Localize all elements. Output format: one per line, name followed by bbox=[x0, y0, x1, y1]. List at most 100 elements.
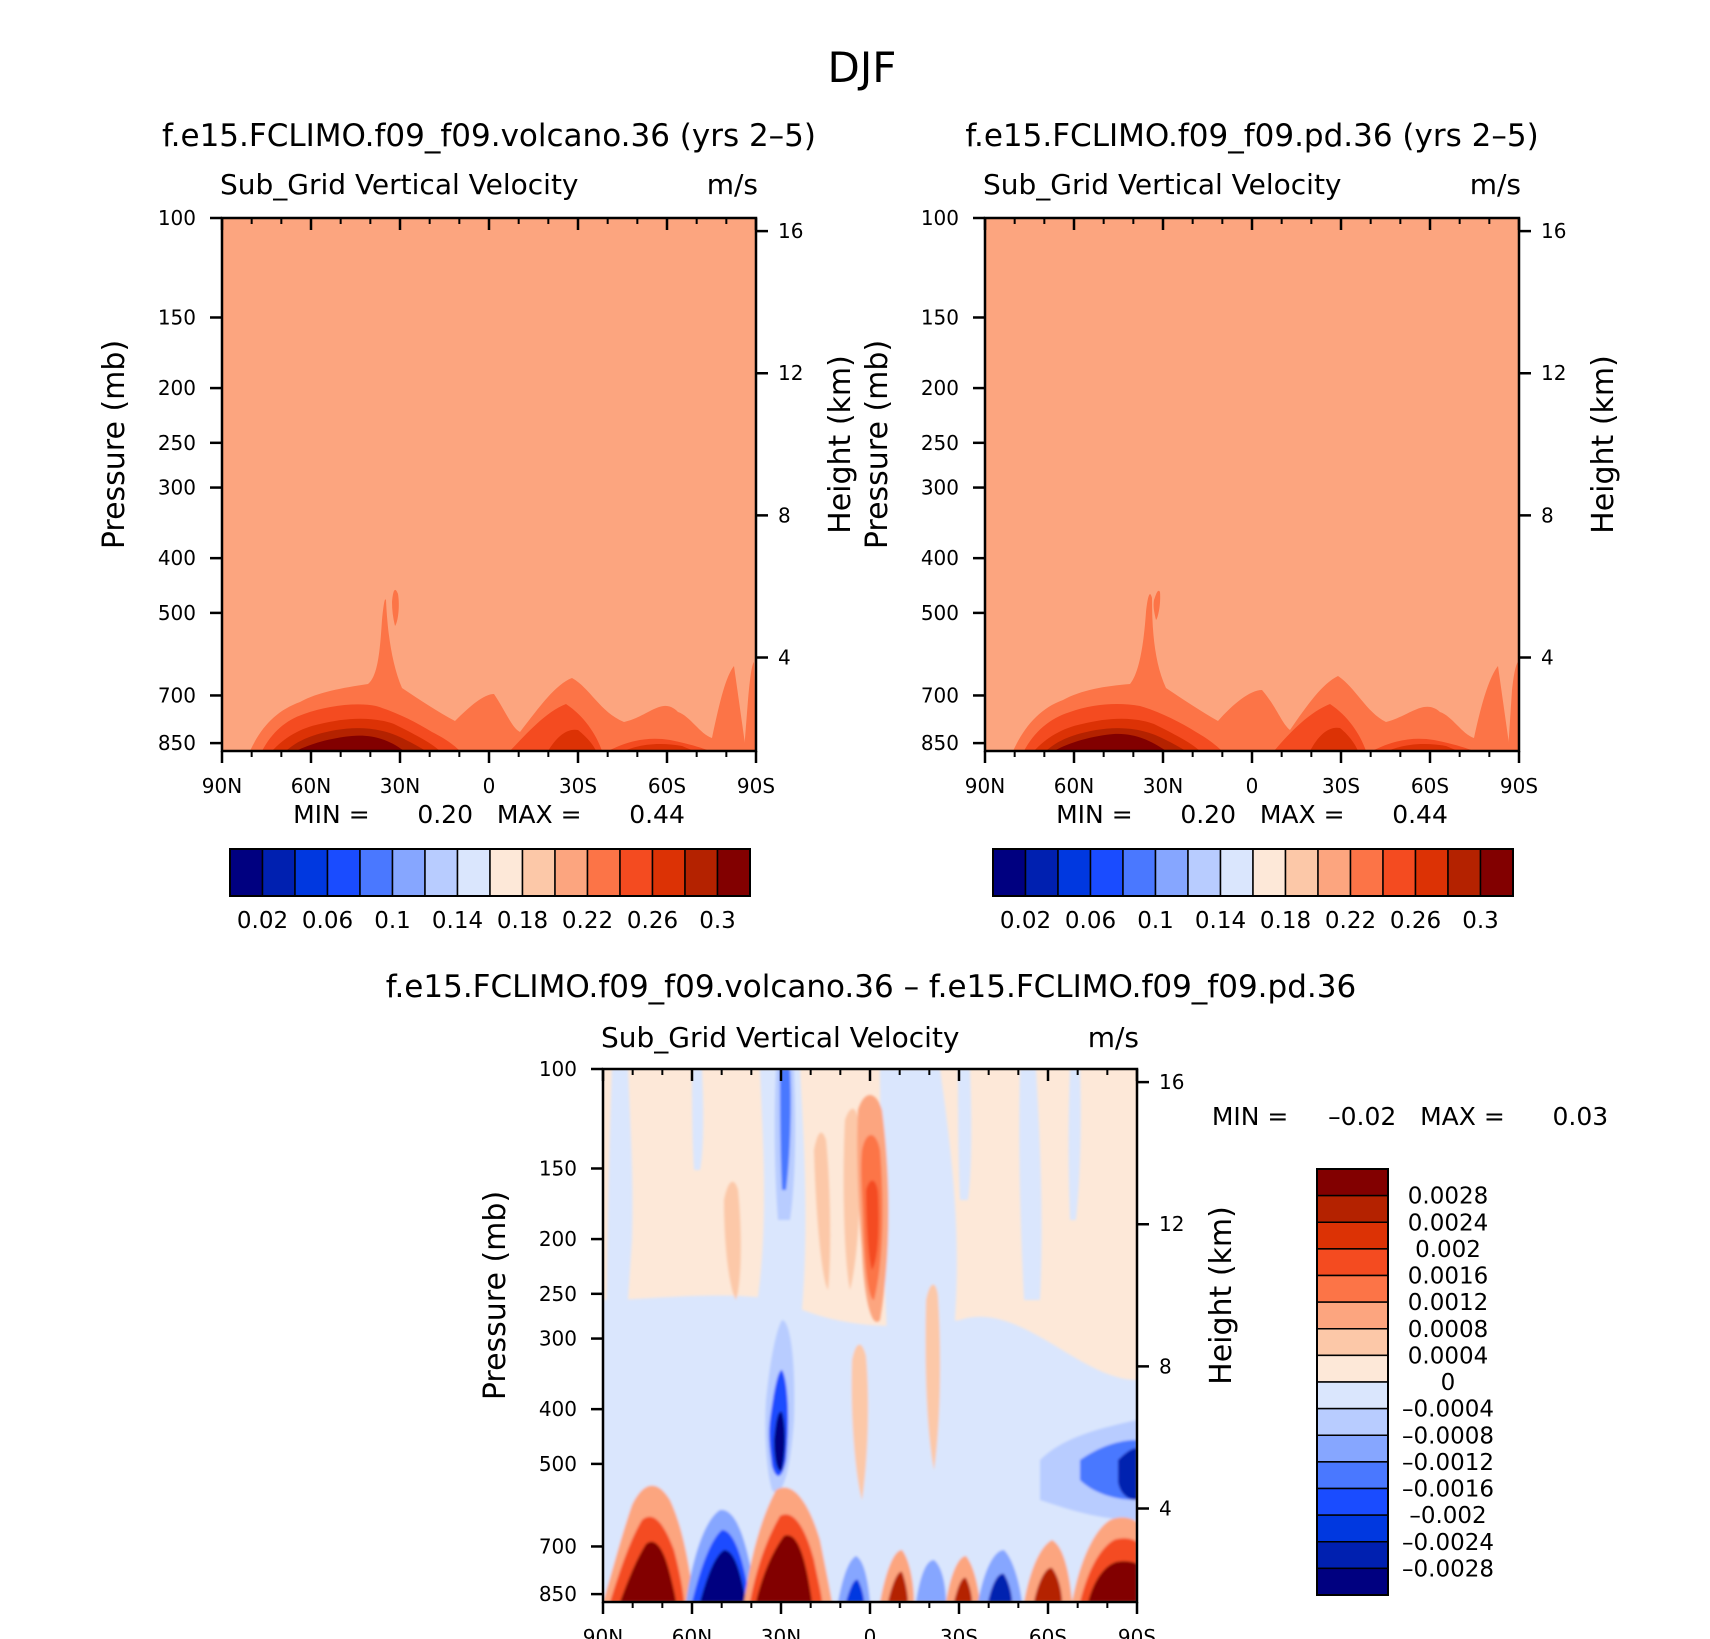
panel-difference-colorbar: 0.00280.00240.0020.00160.00120.00080.000… bbox=[1316, 1168, 1494, 1596]
colorbar-swatch bbox=[489, 848, 524, 897]
colorbar-swatch bbox=[1316, 1354, 1389, 1383]
colorbar-label: –0.0028 bbox=[1402, 1556, 1494, 1582]
contour-pos-0.0028 bbox=[1088, 1561, 1137, 1602]
contour-pos-0.0028 bbox=[1034, 1567, 1062, 1602]
panel-volcano-variable: Sub_Grid Vertical Velocity bbox=[220, 168, 579, 201]
colorbar-swatch bbox=[586, 848, 621, 897]
y-right-tick-label: 8 bbox=[778, 503, 791, 527]
contour-pos-0.0016 bbox=[866, 1180, 879, 1270]
y-right-tick-label: 8 bbox=[1159, 1354, 1172, 1378]
panel-pd-field bbox=[985, 218, 1519, 751]
colorbar-swatch bbox=[1316, 1248, 1389, 1277]
panel-pd-stats: MIN = 0.20 MAX = 0.44 bbox=[1056, 800, 1448, 829]
colorbar-swatch bbox=[651, 848, 686, 897]
colorbar-label: 0.22 bbox=[562, 908, 613, 934]
colorbar-label: 0.22 bbox=[1325, 908, 1376, 934]
panel-pd-units: m/s bbox=[1470, 168, 1521, 201]
x-tick-label: 60N bbox=[672, 1625, 712, 1639]
y-right-tick-label: 16 bbox=[1159, 1070, 1184, 1094]
colorbar-swatch bbox=[1316, 1301, 1389, 1330]
colorbar-label: –0.0016 bbox=[1402, 1477, 1494, 1503]
y-tick-label: 250 bbox=[539, 1282, 577, 1306]
colorbar-swatch bbox=[391, 848, 426, 897]
y-tick-label: 100 bbox=[158, 206, 196, 230]
colorbar-swatch bbox=[1219, 848, 1254, 897]
colorbar-swatch bbox=[1316, 1194, 1389, 1223]
contour-neg-0.0004 bbox=[692, 1069, 704, 1170]
y-tick-label: 250 bbox=[921, 431, 959, 455]
colorbar-swatch bbox=[1316, 1168, 1389, 1197]
y-axis-right-label: Height (km) bbox=[1586, 355, 1621, 534]
panel-pd-variable: Sub_Grid Vertical Velocity bbox=[983, 168, 1342, 201]
colorbar-label: 0 bbox=[1441, 1370, 1456, 1396]
x-tick-label: 30S bbox=[1322, 774, 1360, 798]
y-right-tick-label: 12 bbox=[778, 361, 803, 385]
colorbar-swatch bbox=[684, 848, 719, 897]
colorbar-swatch bbox=[1316, 1541, 1389, 1570]
colorbar-label: 0.0024 bbox=[1408, 1210, 1488, 1236]
contour-neg-0.0004 bbox=[1019, 1069, 1042, 1300]
colorbar-label: 0.14 bbox=[1195, 908, 1246, 934]
contour-0.22-edge bbox=[744, 662, 756, 751]
x-tick-label: 30S bbox=[940, 1625, 978, 1639]
y-tick-label: 150 bbox=[158, 305, 196, 329]
x-tick-label: 60S bbox=[1029, 1625, 1067, 1639]
colorbar-label: –0.0024 bbox=[1402, 1530, 1494, 1556]
colorbar-swatch bbox=[1316, 1487, 1389, 1516]
contour-neg-0.0008 bbox=[838, 1556, 870, 1602]
contour-pos-0.0004 bbox=[724, 1181, 741, 1300]
x-tick-label: 90N bbox=[965, 774, 1005, 798]
difference-contours bbox=[603, 1069, 1137, 1602]
y-tick-label: 500 bbox=[158, 601, 196, 625]
contour-pos-0.0028 bbox=[756, 1535, 812, 1602]
colorbar-swatch bbox=[359, 848, 394, 897]
colorbar-swatch bbox=[1316, 1274, 1389, 1303]
colorbar-label: 0.06 bbox=[1065, 908, 1116, 934]
colorbar-swatch bbox=[1057, 848, 1092, 897]
x-tick-label: 0 bbox=[483, 774, 496, 798]
colorbar-swatch bbox=[229, 848, 264, 897]
colorbar-swatch bbox=[1316, 1328, 1389, 1357]
colorbar-swatch bbox=[1316, 1434, 1389, 1463]
contour-0.38 bbox=[1054, 733, 1166, 751]
contour-neg-0.0004 bbox=[958, 1069, 972, 1200]
colorbar-label: 0.06 bbox=[302, 908, 353, 934]
contour-0.22-plume bbox=[1153, 590, 1161, 620]
contour-0.30-b bbox=[548, 729, 596, 751]
colorbar-label: 0.0016 bbox=[1408, 1264, 1488, 1290]
y-tick-label: 100 bbox=[921, 206, 959, 230]
y-tick-label: 200 bbox=[539, 1227, 577, 1251]
contour-neg-0.0008 bbox=[916, 1560, 946, 1602]
y-tick-label: 400 bbox=[921, 546, 959, 570]
y-tick-label: 700 bbox=[921, 683, 959, 707]
colorbar-label: 0.02 bbox=[237, 908, 288, 934]
panel-difference-field bbox=[603, 1069, 1137, 1602]
colorbar-label: 0.3 bbox=[699, 908, 736, 934]
contour-neg-0.0004 bbox=[1068, 1069, 1081, 1220]
contour-0.30-c bbox=[624, 743, 694, 751]
colorbar-swatch bbox=[1089, 848, 1124, 897]
colorbar-label: 0.0028 bbox=[1408, 1184, 1488, 1210]
x-tick-label: 30N bbox=[761, 1625, 801, 1639]
y-tick-label: 500 bbox=[539, 1452, 577, 1476]
colorbar-swatch bbox=[1316, 1221, 1389, 1250]
y-right-tick-label: 12 bbox=[1541, 361, 1566, 385]
colorbar-label: 0.18 bbox=[1260, 908, 1311, 934]
colorbar-swatch bbox=[992, 848, 1027, 897]
x-tick-label: 60N bbox=[291, 774, 331, 798]
colorbar-swatch bbox=[1316, 1567, 1389, 1596]
colorbar-frame bbox=[229, 848, 751, 897]
y-right-tick-label: 12 bbox=[1159, 1212, 1184, 1236]
x-tick-label: 90S bbox=[1118, 1625, 1156, 1639]
x-tick-label: 60S bbox=[1411, 774, 1449, 798]
colorbar-frame bbox=[1316, 1168, 1389, 1596]
contour-neg-0.0028 bbox=[1118, 1448, 1137, 1500]
y-tick-label: 300 bbox=[921, 476, 959, 500]
panel-difference-axes: 100 150 200 250 300 400 500 700 850 90N 60N 30N 0 30S… bbox=[478, 1057, 1239, 1639]
y-tick-label: 150 bbox=[921, 305, 959, 329]
x-tick-label: 90S bbox=[737, 774, 775, 798]
panel-pd-colorbar: 0.02 0.06 0.1 0.14 0.18 0.22 0.26 0.3 bbox=[992, 848, 1514, 934]
y-tick-label: 700 bbox=[539, 1534, 577, 1558]
panel-volcano-field bbox=[222, 218, 756, 751]
